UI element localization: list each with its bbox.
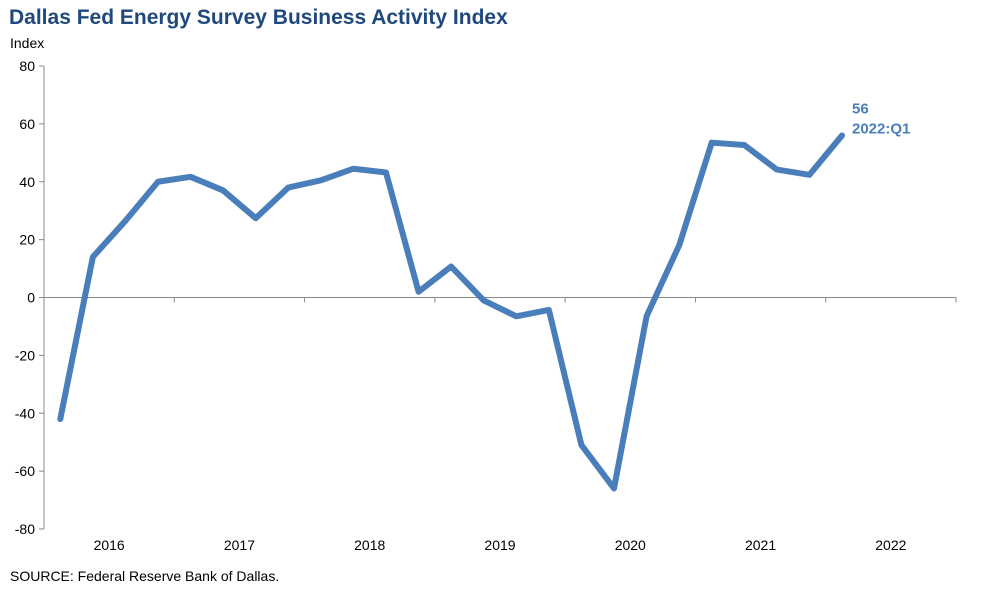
x-tick-label: 2020 (615, 537, 646, 553)
chart-title: Dallas Fed Energy Survey Business Activi… (9, 6, 508, 29)
y-tick-label: 0 (27, 290, 35, 306)
y-tick-label: 80 (19, 58, 35, 74)
y-tick-label: -80 (15, 521, 35, 537)
x-tick-label: 2019 (484, 537, 515, 553)
y-tick-label: 40 (19, 174, 35, 190)
x-tick-label: 2017 (224, 537, 255, 553)
source-note: SOURCE: Federal Reserve Bank of Dallas. (10, 568, 280, 584)
x-tick-label: 2018 (354, 537, 385, 553)
y-tick-label: 20 (19, 232, 35, 248)
x-tick-label: 2016 (94, 537, 125, 553)
annotation-label: 2022:Q1 (852, 120, 910, 137)
y-tick-label: -20 (15, 347, 35, 363)
x-tick-label: 2021 (745, 537, 776, 553)
y-tick-label: -40 (15, 405, 35, 421)
y-axis-label: Index (10, 35, 45, 51)
y-tick-label: 60 (19, 116, 35, 132)
annotation-value: 56 (852, 100, 869, 117)
x-tick-label: 2022 (875, 537, 906, 553)
series-line (57, 132, 845, 492)
y-tick-label: -60 (15, 463, 35, 479)
